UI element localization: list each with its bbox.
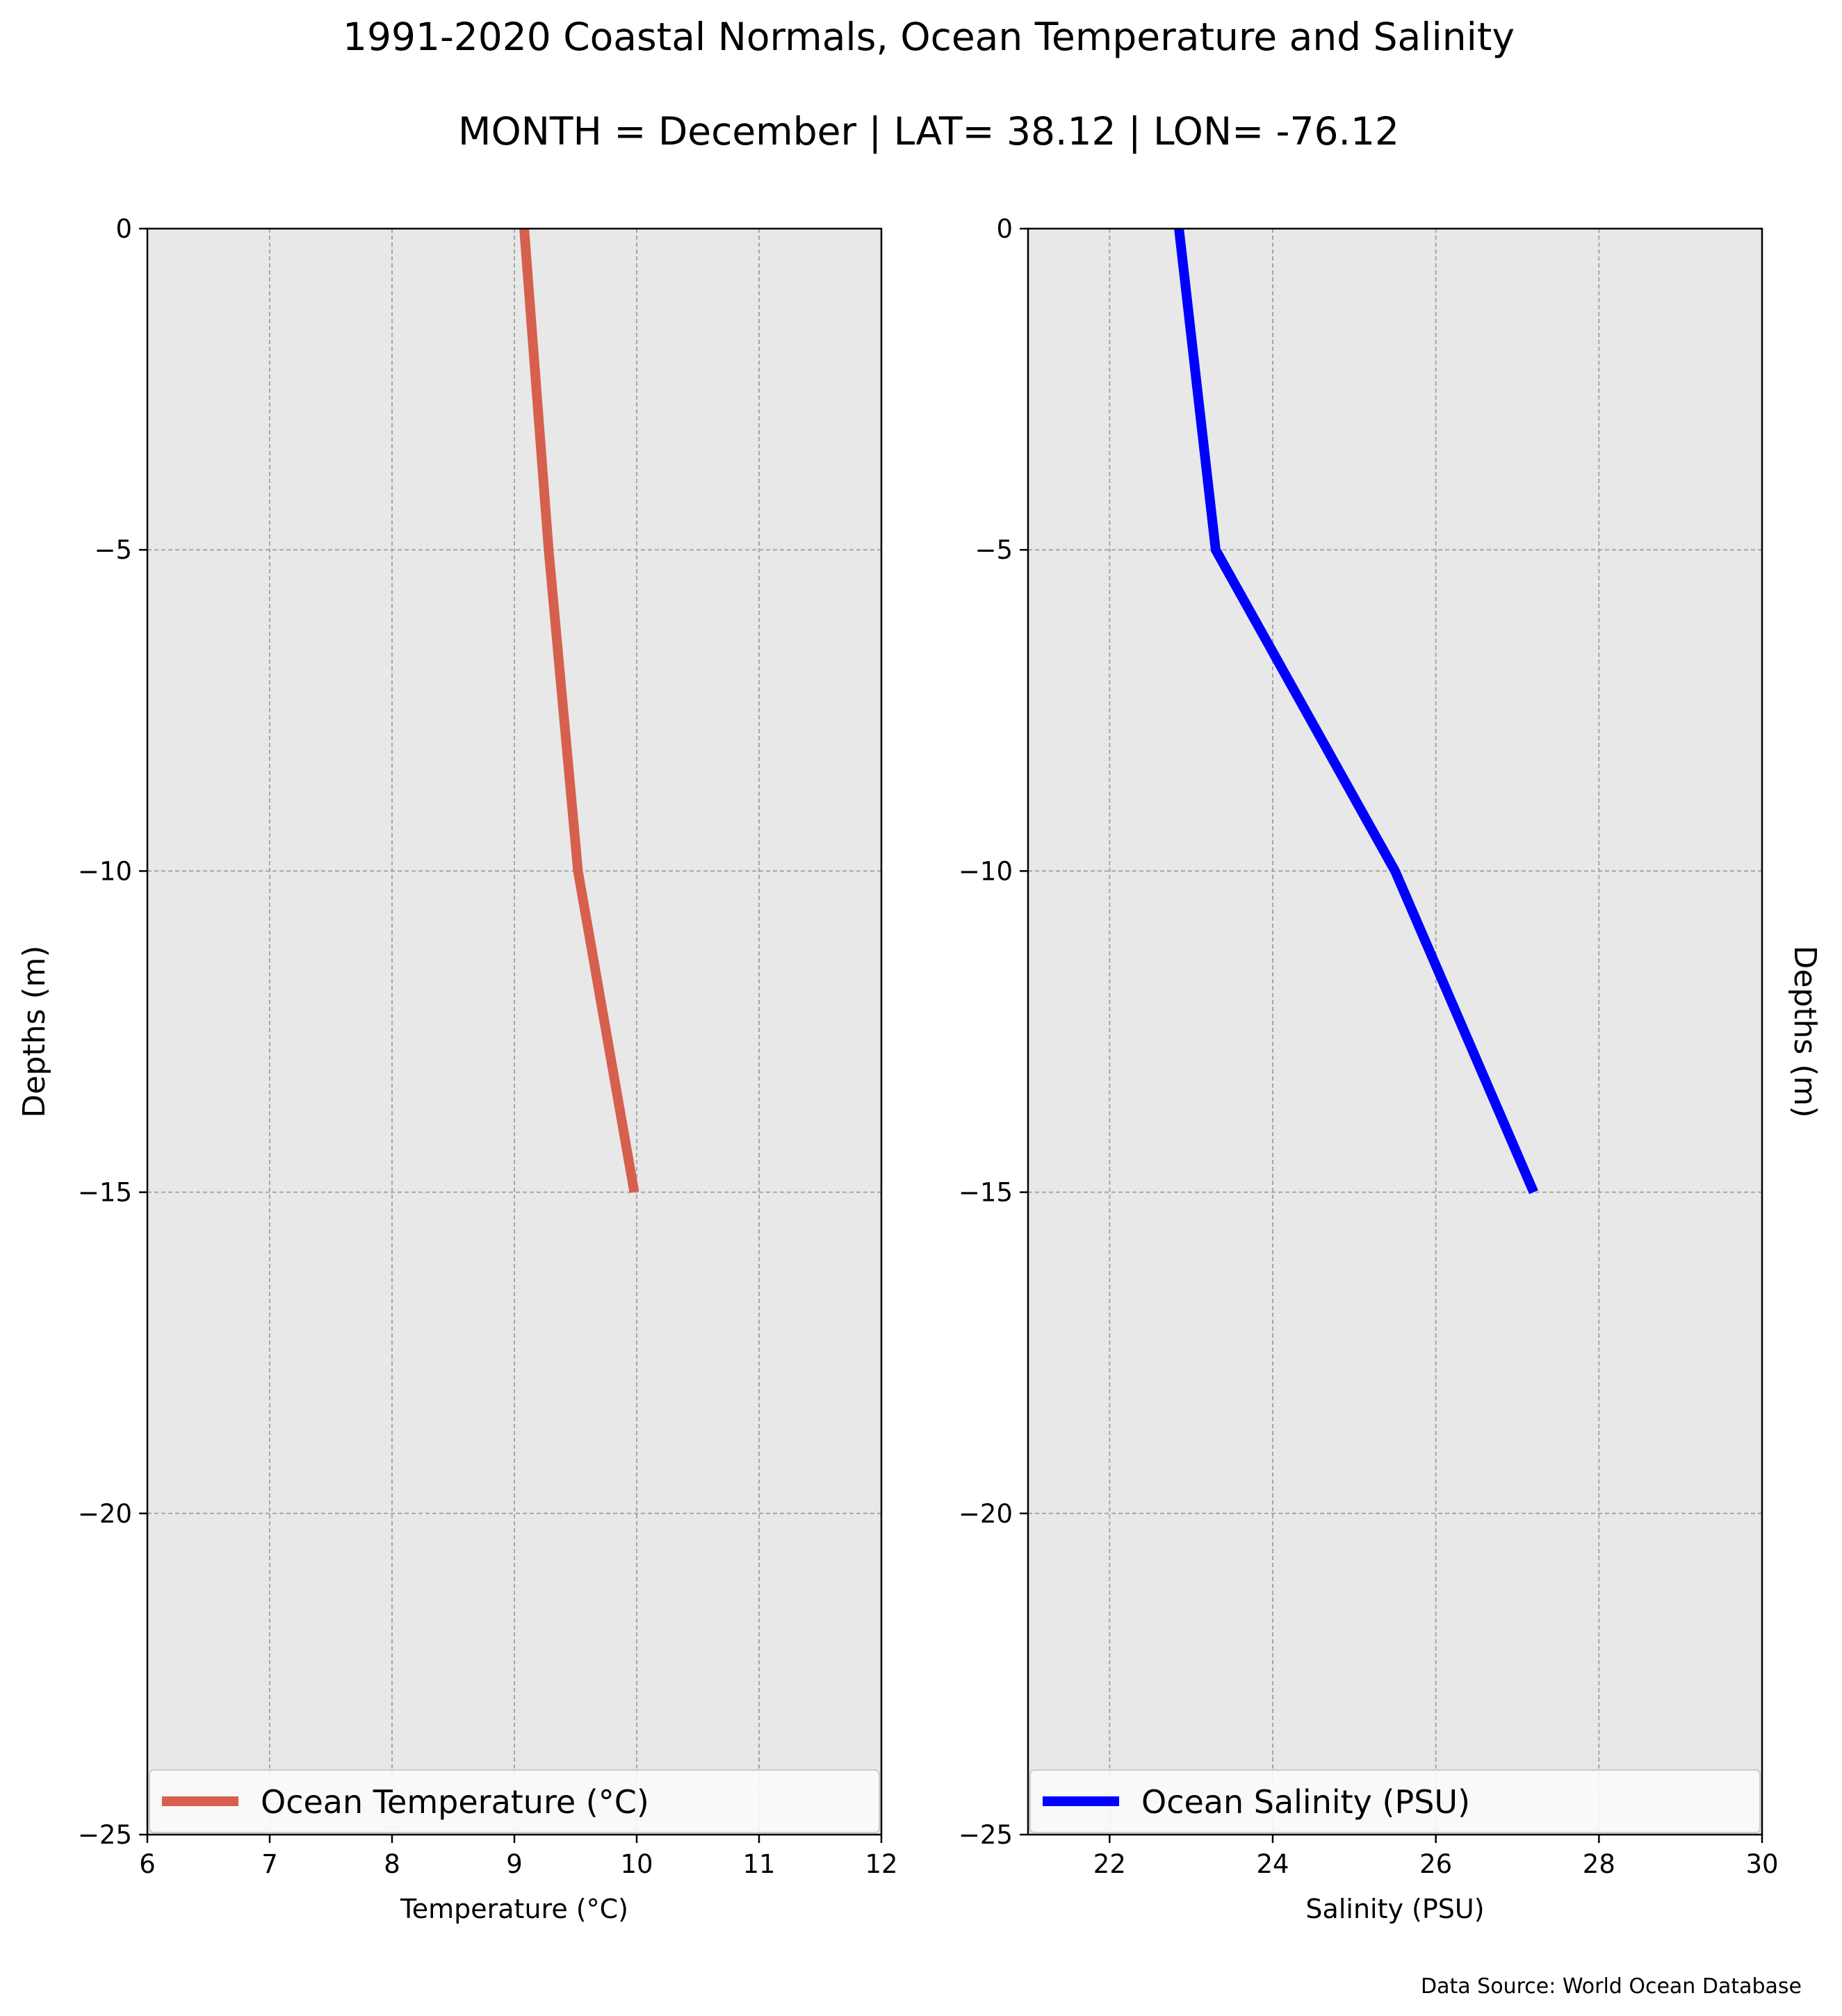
temperature-legend-box: [149, 1769, 880, 1833]
salinity-y-tick-label: −15: [959, 1178, 1013, 1208]
temperature-panel: Ocean Temperature (°C) 6 7 8 9 10 11 12 0 −5 −10 −1…: [17, 214, 898, 1924]
salinity-x-tick-label: 24: [1256, 1849, 1289, 1879]
salinity-series-line: [1174, 228, 1538, 1195]
salinity-x-tick-label: 26: [1419, 1849, 1452, 1879]
temperature-y-axis-label: Depths (m): [17, 945, 52, 1117]
temperature-y-tick-label: −5: [94, 535, 132, 565]
salinity-y-tick-label: −20: [959, 1499, 1013, 1529]
salinity-panel: Ocean Salinity (PSU) 22 24 26 28 30 0 −5 −10 −15 −…: [959, 214, 1823, 1924]
salinity-plot-area: [1028, 229, 1762, 1835]
temperature-y-tick-label: −25: [78, 1820, 132, 1850]
salinity-y-axis-label: Depths (m): [1787, 945, 1823, 1117]
temperature-x-tick-label: 8: [384, 1849, 400, 1879]
salinity-axes-frame: [1027, 227, 1763, 1836]
salinity-y-tick-label: −25: [959, 1820, 1013, 1850]
temperature-series-line: [519, 228, 639, 1193]
salinity-legend-label: Ocean Salinity (PSU): [1141, 1783, 1470, 1821]
temperature-x-tick-label: 10: [620, 1849, 653, 1879]
temperature-legend-label: Ocean Temperature (°C): [261, 1783, 649, 1821]
temperature-x-tick-label: 9: [506, 1849, 523, 1879]
salinity-legend-box: [1029, 1769, 1761, 1833]
salinity-y-tick-label: −10: [959, 856, 1013, 886]
temperature-x-tick-label: 12: [865, 1849, 897, 1879]
figure-subtitle: MONTH = December | LAT= 38.12 | LON= -76…: [458, 109, 1399, 154]
temperature-y-tick-label: −15: [78, 1178, 132, 1208]
salinity-x-tick-label: 28: [1583, 1849, 1615, 1879]
temperature-y-tick-label: −20: [78, 1499, 132, 1529]
temperature-x-axis-label: Temperature (°C): [400, 1894, 628, 1924]
data-source-note: Data Source: World Ocean Database: [1421, 1974, 1802, 1999]
salinity-y-tick-label: −5: [975, 535, 1013, 565]
salinity-x-tick-label: 30: [1745, 1849, 1778, 1879]
temperature-x-tick-label: 7: [261, 1849, 278, 1879]
figure-title: 1991-2020 Coastal Normals, Ocean Tempera…: [343, 15, 1515, 59]
temperature-x-tick-label: 11: [742, 1849, 775, 1879]
salinity-x-axis-label: Salinity (PSU): [1305, 1894, 1484, 1924]
temperature-y-tick-label: 0: [115, 214, 132, 244]
salinity-y-tick-label: 0: [996, 214, 1013, 244]
salinity-x-tick-label: 22: [1093, 1849, 1126, 1879]
temperature-x-tick-label: 6: [139, 1849, 156, 1879]
temperature-y-tick-label: −10: [78, 856, 132, 886]
